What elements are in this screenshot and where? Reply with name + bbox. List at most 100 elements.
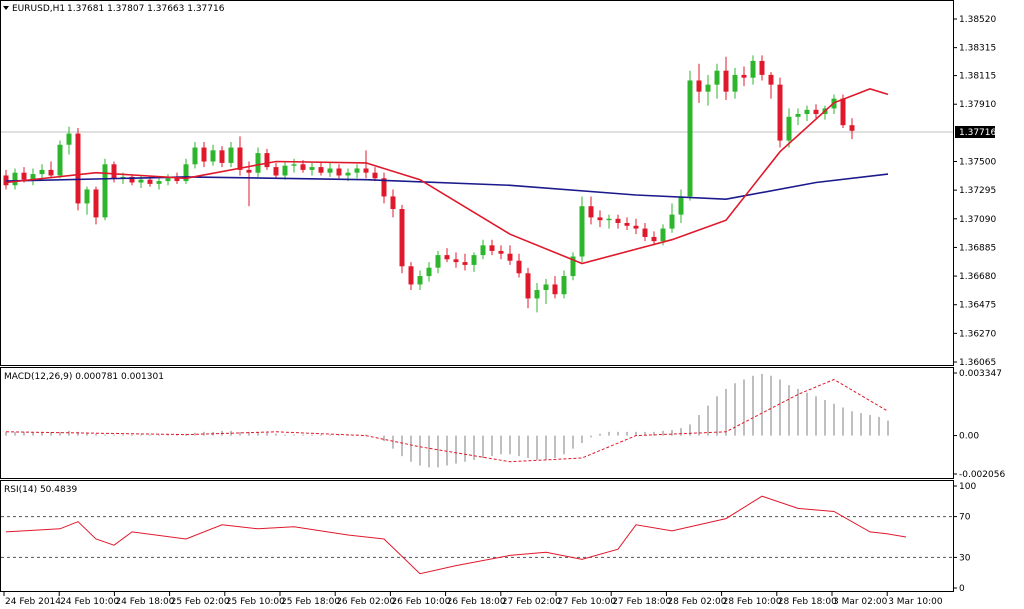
candle-body [507,253,513,261]
candle-body [237,147,243,170]
candle-body [615,218,621,223]
symbol-label: EURUSD,H1 [12,4,65,14]
candle-body [57,144,63,176]
rsi-tick-label: 70 [959,513,971,523]
candle-body [255,153,261,173]
rsi-label: RSI(14) 50.4839 [4,485,77,495]
time-tick-label: 24 Feb 18:00 [115,597,174,607]
time-tick-label: 26 Feb 10:00 [391,597,450,607]
candle-body [651,236,657,242]
candle-body [318,167,324,173]
candle-body [228,147,234,163]
price-tick-label: 1.37500 [959,158,996,168]
candle-body [759,60,765,75]
candle-body [417,276,423,285]
candle-body [732,74,738,92]
candle-body [570,256,576,277]
price-tick-label: 1.36885 [959,243,996,253]
macd-signal-line [5,378,889,463]
price-tick-label: 1.37090 [959,215,996,225]
candle-body [165,178,171,182]
chart-header: EURUSD,H1 1.37681 1.37807 1.37663 1.3771… [3,4,225,14]
candle-body [588,206,594,218]
candle-body [552,284,558,295]
price-tick-label: 1.37295 [959,186,996,196]
candle-body [786,116,792,141]
candle-body [291,164,297,166]
candle-body [444,255,450,260]
candle-body [426,267,432,277]
time-tick-label: 28 Feb 18:00 [778,597,837,607]
candle-body [435,255,441,268]
rsi-panel-frame [0,480,954,592]
candle-body [345,172,351,176]
macd-label: MACD(12,26,9) 0.000781 0.001301 [4,372,164,382]
triangle-down-icon[interactable] [3,6,9,10]
candle-body [30,174,36,180]
time-tick-label: 24 Feb 10:00 [60,597,119,607]
candle-body [624,222,630,226]
candle-body [498,250,504,254]
candle-body [597,217,603,221]
ma-slow-line [5,173,889,201]
price-tick-label: 1.38115 [959,72,996,82]
candle-body [372,172,378,179]
candle-body [363,168,369,173]
candle-body [111,164,117,179]
candle-body [300,164,306,170]
candle-body [354,168,360,173]
candle-body [93,189,99,218]
candle-body [480,245,486,256]
candle-body [102,164,108,218]
candle-body [210,150,216,162]
time-tick-label: 27 Feb 10:00 [557,597,616,607]
candle-body [399,209,405,267]
current-price-value: 1.37716 [959,128,996,138]
time-tick-label: 3 Mar 02:00 [833,597,888,607]
candle-body [282,165,288,176]
candle-body [804,109,810,115]
candle-body [48,169,54,176]
candle-body [156,181,162,184]
macd-series [5,373,889,468]
candle-body [138,179,144,183]
rsi-tick-label: 30 [959,553,971,563]
candle-body [750,60,756,78]
candle-body [39,169,45,175]
price-tick-label: 1.36475 [959,301,996,311]
time-tick-label: 3 Mar 10:00 [888,597,943,607]
rsi-tick-label: 0 [959,584,965,594]
candle-body [336,168,342,176]
candle-body [660,228,666,242]
time-tick-label: 26 Feb 18:00 [447,597,506,607]
candle-body [174,178,180,182]
time-tick-label: 27 Feb 18:00 [612,597,671,607]
candle-body [192,147,198,165]
candle-body [327,168,333,173]
candle-body [678,196,684,215]
candle-body [66,133,72,145]
candle-body [489,245,495,251]
candle-body [705,84,711,92]
price-axis: 1.38520 1.38315 1.38115 1.37910 1.37500 1.372… [953,15,996,368]
time-tick-label: 26 Feb 02:00 [336,597,395,607]
ohlc-values: 1.37681 1.37807 1.37663 1.37716 [67,4,225,14]
candle-body [462,262,468,265]
candle-body [768,74,774,85]
macd-tick-label: 0.003347 [959,369,1002,379]
macd-axis: 0.003347 0.00 -0.002056 [953,369,1005,480]
candle-body [606,218,612,221]
candle-body [201,147,207,162]
candle-body [849,125,855,131]
candle-body [723,70,729,92]
candle-body [273,167,279,176]
candle-body [696,80,702,92]
candle-body [219,150,225,163]
candle-body [669,214,675,229]
candle-body [12,172,18,186]
macd-panel-frame [0,367,954,479]
macd-tick-label: -0.002056 [959,470,1005,480]
moving-averages [5,88,889,265]
